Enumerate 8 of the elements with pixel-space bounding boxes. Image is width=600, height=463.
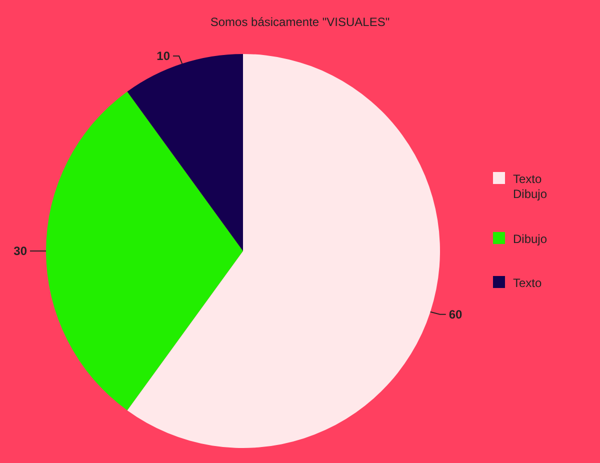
chart-title: Somos básicamente "VISUALES": [210, 15, 390, 29]
data-label: 30: [14, 244, 28, 258]
data-label: 10: [156, 49, 170, 64]
legend-label: Texto Dibujo: [513, 172, 548, 201]
pie-slice: [46, 92, 243, 410]
data-label: 60: [448, 307, 463, 322]
legend-label: Dibujo: [513, 232, 548, 246]
legend-label: Texto: [513, 276, 542, 290]
